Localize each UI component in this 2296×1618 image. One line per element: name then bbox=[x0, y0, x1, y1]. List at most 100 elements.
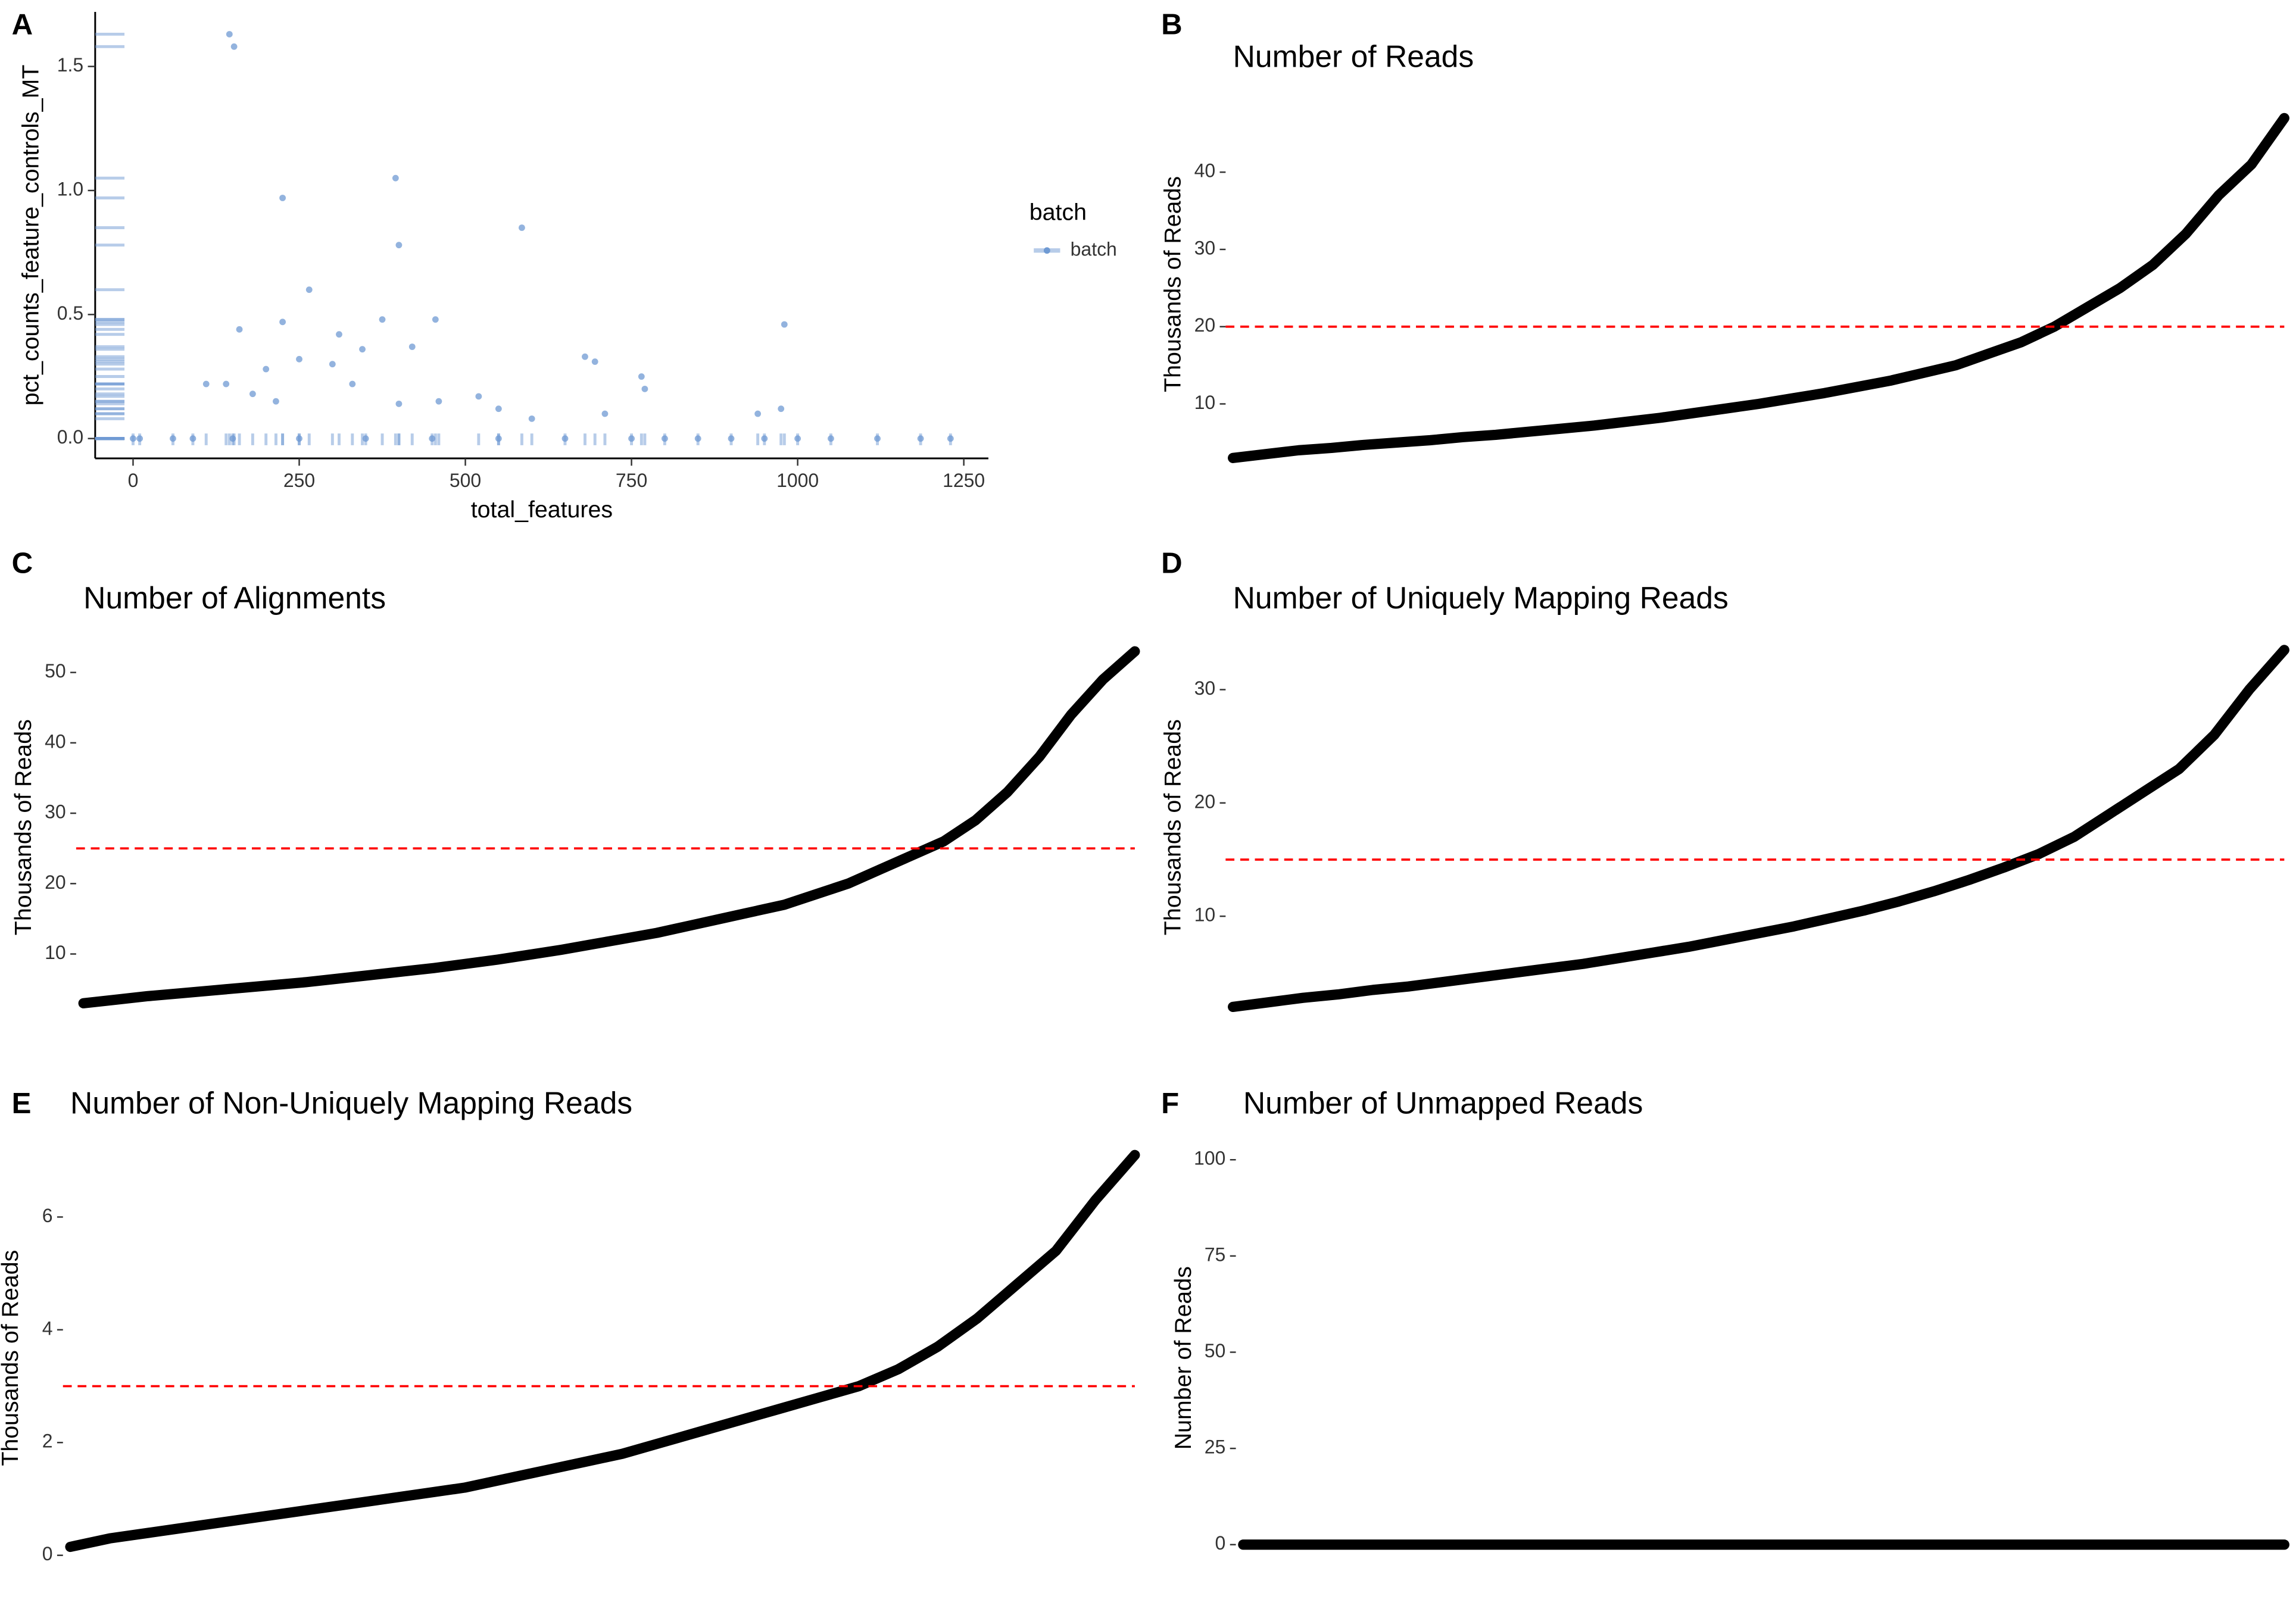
y-tick-label: 50 bbox=[45, 660, 66, 682]
point bbox=[408, 343, 416, 350]
point bbox=[249, 391, 256, 398]
y-tick-label: 30 bbox=[45, 801, 66, 823]
point bbox=[189, 435, 196, 442]
y-tick-label: 100 bbox=[1194, 1148, 1225, 1169]
point bbox=[495, 435, 502, 442]
y-tick-label: 0 bbox=[42, 1543, 53, 1564]
panel-letter: F bbox=[1161, 1087, 1179, 1120]
panel-letter: C bbox=[12, 547, 33, 580]
point bbox=[435, 398, 442, 405]
sorted-points bbox=[1228, 645, 2289, 1013]
point bbox=[582, 353, 588, 360]
chart-title: Number of Alignments bbox=[83, 580, 386, 615]
legend-label: batch bbox=[1071, 238, 1117, 260]
point bbox=[395, 400, 403, 407]
y-tick-label: 20 bbox=[45, 872, 66, 893]
y-tick-label: 6 bbox=[42, 1205, 53, 1226]
point bbox=[429, 435, 436, 442]
point bbox=[336, 331, 342, 338]
y-tick-label: 2 bbox=[42, 1430, 53, 1452]
y-axis-title: Thousands of Reads bbox=[1160, 176, 1186, 392]
sorted-points bbox=[78, 646, 1140, 1008]
point bbox=[828, 435, 834, 442]
y-tick-label: 30 bbox=[1194, 237, 1216, 258]
x-axis-title: total_features bbox=[471, 496, 613, 523]
y-tick-label: 75 bbox=[1205, 1244, 1226, 1265]
y-axis-title: Thousands of Reads bbox=[0, 1250, 23, 1466]
x-tick-label: 750 bbox=[616, 470, 647, 491]
legend-title: batch bbox=[1030, 199, 1087, 226]
point bbox=[754, 410, 762, 417]
point bbox=[296, 435, 302, 442]
y-tick-label: 10 bbox=[1194, 904, 1216, 926]
point bbox=[226, 31, 233, 38]
chart-title: Number of Unmapped Reads bbox=[1243, 1086, 1643, 1120]
chart-title: Number of Reads bbox=[1233, 39, 1474, 73]
y-tick-label: 10 bbox=[45, 942, 66, 963]
point bbox=[761, 435, 768, 442]
point bbox=[947, 435, 954, 442]
y-tick-label: 20 bbox=[1194, 314, 1216, 336]
y-axis-title: Thousands of Reads bbox=[1160, 719, 1186, 935]
panel-letter: E bbox=[12, 1087, 32, 1120]
point bbox=[519, 224, 525, 231]
y-tick-label: 50 bbox=[1205, 1340, 1226, 1361]
legend-key-point bbox=[1043, 247, 1050, 254]
point bbox=[170, 435, 176, 442]
chart-title: Number of Non-Uniquely Mapping Reads bbox=[70, 1086, 632, 1120]
point bbox=[874, 435, 881, 442]
point bbox=[130, 435, 136, 442]
point bbox=[136, 435, 144, 442]
point bbox=[379, 316, 386, 323]
x-tick-label: 500 bbox=[450, 470, 481, 491]
y-tick-label: 0.0 bbox=[57, 426, 83, 448]
point bbox=[229, 435, 236, 442]
x-tick-label: 250 bbox=[283, 470, 315, 491]
y-tick-label: 40 bbox=[45, 730, 66, 752]
point bbox=[279, 195, 286, 201]
y-tick-label: 0 bbox=[1215, 1532, 1226, 1554]
point bbox=[223, 380, 230, 388]
point bbox=[273, 398, 279, 405]
panel-letter: B bbox=[1161, 8, 1183, 41]
y-tick-label: 20 bbox=[1194, 791, 1216, 812]
y-axis-title: Thousands of Reads bbox=[10, 719, 36, 935]
point bbox=[495, 405, 502, 413]
x-tick-label: 1000 bbox=[776, 470, 819, 491]
point bbox=[395, 242, 403, 249]
x-tick-label: 0 bbox=[128, 470, 139, 491]
point bbox=[628, 435, 635, 442]
point bbox=[917, 435, 924, 442]
point bbox=[202, 380, 210, 388]
y-tick-label: 0.5 bbox=[57, 302, 83, 324]
y-axis-title: pct_counts_feature_controls_MT bbox=[17, 65, 43, 406]
point bbox=[694, 435, 701, 442]
sorted-points bbox=[1228, 113, 2289, 463]
point bbox=[392, 174, 399, 182]
point bbox=[349, 380, 356, 388]
y-tick-label: 4 bbox=[42, 1317, 53, 1339]
point bbox=[279, 318, 286, 326]
y-tick-label: 25 bbox=[1205, 1436, 1226, 1458]
point bbox=[263, 366, 270, 373]
y-tick-label: 1.5 bbox=[57, 54, 83, 76]
panel-letter: A bbox=[12, 8, 33, 41]
point bbox=[475, 393, 482, 400]
y-tick-label: 30 bbox=[1194, 677, 1216, 699]
y-tick-label: 1.0 bbox=[57, 178, 83, 199]
x-tick-label: 1250 bbox=[943, 470, 985, 491]
y-axis-title: Number of Reads bbox=[1170, 1266, 1196, 1450]
point bbox=[528, 415, 535, 422]
point bbox=[728, 435, 735, 442]
point bbox=[641, 385, 648, 392]
point bbox=[362, 435, 369, 442]
point bbox=[778, 405, 785, 413]
y-tick-label: 10 bbox=[1194, 392, 1216, 413]
point bbox=[236, 326, 243, 333]
point bbox=[601, 410, 609, 417]
sorted-points bbox=[65, 1150, 1140, 1553]
point bbox=[794, 435, 801, 442]
point bbox=[230, 43, 238, 50]
